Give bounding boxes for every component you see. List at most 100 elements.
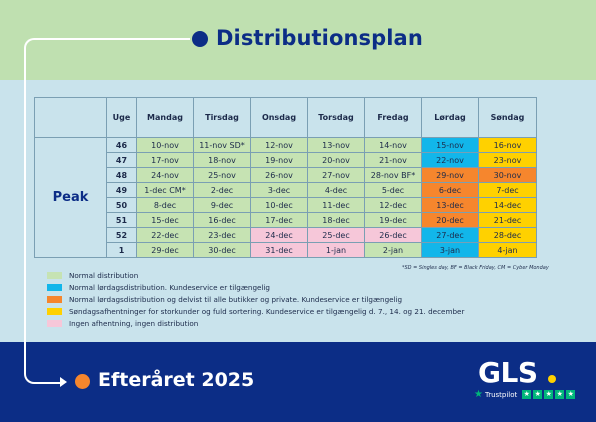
- date-cell: 24-nov: [136, 167, 194, 183]
- arrow-right-icon: [60, 377, 67, 387]
- date-cell: 3-jan: [421, 242, 479, 258]
- week-number: 1: [106, 242, 137, 258]
- week-number: 51: [106, 212, 137, 228]
- date-cell: 25-nov: [193, 167, 251, 183]
- rating-star-icon: ★: [533, 390, 543, 399]
- date-cell: 4-jan: [478, 242, 537, 258]
- legend-text: Normal lørdagsdistribution. Kundeservice…: [69, 283, 270, 293]
- date-cell: 9-dec: [193, 197, 251, 213]
- header-monday: Mandag: [136, 97, 194, 138]
- date-cell: 27-dec: [421, 227, 479, 243]
- legend-swatch: [47, 284, 62, 292]
- date-cell: 18-dec: [307, 212, 365, 228]
- header-saturday: Lørdag: [421, 97, 479, 138]
- flow-connector-top: [24, 38, 190, 52]
- legend-swatch: [47, 295, 62, 303]
- header-thursday: Torsdag: [307, 97, 365, 138]
- legend-text: Normal lørdagsdistribution og delvist ti…: [69, 294, 403, 304]
- table-row: 52 22-dec 23-dec 24-dec 25-dec 26-dec 27-dec 28…: [35, 227, 537, 243]
- gls-logo-dot: [548, 375, 556, 383]
- table-row: 50 8-dec 9-dec 10-dec 11-dec 12-dec 13-dec 14-d…: [35, 197, 537, 213]
- date-cell: 13-dec: [421, 197, 479, 213]
- date-cell: 1-dec CM*: [136, 182, 194, 198]
- date-cell: 19-dec: [364, 212, 422, 228]
- date-cell: 6-dec: [421, 182, 479, 198]
- date-cell: 13-nov: [307, 137, 365, 153]
- footer-bullet-dot: [75, 374, 90, 389]
- legend-text: Ingen afhentning, ingen distribution: [69, 318, 199, 328]
- table-row: 1 29-dec 30-dec 31-dec 1-jan 2-jan 3-jan 4-jan: [35, 242, 537, 258]
- header-empty-cell: [34, 97, 107, 138]
- table-header-row: Uge Mandag Tirsdag Onsdag Torsdag Fredag…: [34, 97, 537, 138]
- date-cell: 24-dec: [250, 227, 308, 243]
- date-cell: 22-nov: [421, 152, 479, 168]
- date-cell: 10-nov: [136, 137, 194, 153]
- date-cell: 5-dec: [364, 182, 422, 198]
- legend-text: Normal distribution: [69, 271, 139, 281]
- week-number: 50: [106, 197, 137, 213]
- header-friday: Fredag: [364, 97, 422, 138]
- date-cell: 3-dec: [250, 182, 308, 198]
- legend-item: Normal lørdagsdistribution. Kundeservice…: [47, 282, 464, 294]
- date-cell: 21-dec: [478, 212, 537, 228]
- date-cell: 20-dec: [421, 212, 479, 228]
- bottom-band: [0, 342, 596, 422]
- date-cell: 27-nov: [307, 167, 365, 183]
- legend-item: Normal distribution: [47, 270, 464, 282]
- date-cell: 2-jan: [364, 242, 422, 258]
- date-cell: 30-nov: [478, 167, 537, 183]
- flow-connector-vertical: [24, 50, 26, 372]
- date-cell: 23-nov: [478, 152, 537, 168]
- table-row: 47 17-nov 18-nov 19-nov 20-nov 21-nov 22-nov 23…: [35, 152, 537, 168]
- date-cell: 12-nov: [250, 137, 308, 153]
- legend-swatch: [47, 307, 62, 315]
- date-cell: 28-nov BF*: [364, 167, 422, 183]
- date-cell: 30-dec: [193, 242, 251, 258]
- legend-item: Ingen afhentning, ingen distribution: [47, 317, 464, 329]
- date-cell: 19-nov: [250, 152, 308, 168]
- header-wednesday: Onsdag: [250, 97, 308, 138]
- rating-star-icon: ★: [555, 390, 565, 399]
- date-cell: 2-dec: [193, 182, 251, 198]
- week-number: 52: [106, 227, 137, 243]
- rating-star-icon: ★: [522, 390, 532, 399]
- table-row: 49 1-dec CM* 2-dec 3-dec 4-dec 5-dec 6-dec 7-de…: [35, 182, 537, 198]
- date-cell: 18-nov: [193, 152, 251, 168]
- date-cell: 1-jan: [307, 242, 365, 258]
- page-title: Distributionsplan: [216, 26, 423, 50]
- date-cell: 21-nov: [364, 152, 422, 168]
- rating-star-icon: ★: [544, 390, 554, 399]
- flow-connector-bottom: [24, 370, 64, 384]
- header-tuesday: Tirsdag: [193, 97, 251, 138]
- date-cell: 10-dec: [250, 197, 308, 213]
- peak-label: Peak: [34, 137, 107, 258]
- date-cell: 26-nov: [250, 167, 308, 183]
- date-cell: 22-dec: [136, 227, 194, 243]
- date-cell: 16-nov: [478, 137, 537, 153]
- date-cell: 29-dec: [136, 242, 194, 258]
- header-sunday: Søndag: [478, 97, 537, 138]
- top-band: [0, 0, 596, 80]
- footnote: *SD = Singles day, BF = Black Friday, CM…: [402, 265, 549, 271]
- title-bullet-dot: [192, 31, 208, 47]
- rating-star-icon: ★: [566, 390, 576, 399]
- date-cell: 14-dec: [478, 197, 537, 213]
- week-number: 49: [106, 182, 137, 198]
- date-cell: 11-dec: [307, 197, 365, 213]
- week-number: 47: [106, 152, 137, 168]
- distribution-table: Uge Mandag Tirsdag Onsdag Torsdag Fredag…: [34, 97, 537, 258]
- gls-logo: GLS: [478, 356, 538, 389]
- date-cell: 20-nov: [307, 152, 365, 168]
- date-cell: 26-dec: [364, 227, 422, 243]
- header-week: Uge: [106, 97, 137, 138]
- table-row: 48 24-nov 25-nov 26-nov 27-nov 28-nov BF* 29-n…: [35, 167, 537, 183]
- date-cell: 31-dec: [250, 242, 308, 258]
- table-row: Peak 46 10-nov 11-nov SD* 12-nov 13-nov 14-nov…: [34, 137, 537, 258]
- date-cell: 17-dec: [250, 212, 308, 228]
- date-cell: 29-nov: [421, 167, 479, 183]
- legend-swatch: [47, 319, 62, 327]
- footer-title: Efteråret 2025: [98, 369, 255, 391]
- date-cell: 16-dec: [193, 212, 251, 228]
- table-row: 51 15-dec 16-dec 17-dec 18-dec 19-dec 20-dec 21…: [35, 212, 537, 228]
- trustpilot-badge: ★ Trustpilot ★ ★ ★ ★ ★: [474, 389, 576, 400]
